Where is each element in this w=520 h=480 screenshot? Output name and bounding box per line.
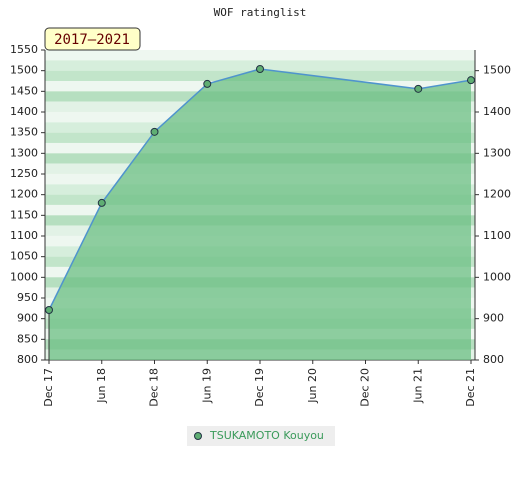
point [150, 127, 159, 136]
y-tick-label: 1100 [10, 229, 38, 242]
y-tick-label: 1000 [10, 270, 38, 283]
point [414, 84, 423, 93]
x-tick-label: Jun 18 [95, 368, 108, 404]
y2-tick-label: 1200 [483, 188, 511, 201]
y2-tick-label: 1100 [483, 229, 511, 242]
x-tick-label: Jun 19 [200, 368, 213, 404]
x-tick-label: Dec 21 [464, 368, 477, 407]
y-tick-label: 1050 [10, 250, 38, 263]
y2-tick-label: 800 [483, 353, 504, 366]
y2-tick-label: 1400 [483, 105, 511, 118]
y2-tick-label: 900 [483, 312, 504, 325]
y-tick-label: 1300 [10, 146, 38, 159]
background-stripe [45, 50, 475, 61]
y-tick-label: 1400 [10, 105, 38, 118]
x-tick-label: Dec 20 [359, 368, 372, 407]
y-tick-label: 1550 [10, 43, 38, 56]
y-tick-label: 1250 [10, 167, 38, 180]
y-tick-label: 1450 [10, 84, 38, 97]
y-tick-label: 900 [17, 312, 38, 325]
y2-tick-label: 1500 [483, 64, 511, 77]
point [203, 79, 212, 88]
badge-box [44, 27, 141, 51]
x-tick-label: Jun 21 [411, 368, 424, 404]
point [256, 65, 264, 74]
badge: 2017–2021 [54, 32, 130, 48]
legend-box [187, 426, 335, 446]
y-tick-label: 850 [17, 332, 38, 345]
legend-label: TSUKAMOTO Kouyou [209, 429, 324, 442]
chart-title: WOF ratinglist [214, 6, 307, 19]
y-tick-label: 1350 [10, 126, 38, 139]
x-tick-label: Jun 20 [306, 368, 319, 404]
y-tick-label: 950 [17, 291, 38, 304]
area [49, 69, 471, 360]
point [97, 198, 106, 207]
x-tick-label: Dec 18 [148, 368, 161, 407]
legend-marker [194, 432, 202, 440]
y-tick-label: 800 [17, 353, 38, 366]
y-tick-label: 1200 [10, 188, 38, 201]
point [467, 76, 475, 85]
y-tick-label: 1500 [10, 64, 38, 77]
y-tick-label: 1150 [10, 208, 38, 221]
x-tick-label: Dec 17 [42, 368, 55, 407]
y2-tick-label: 1000 [483, 270, 511, 283]
y2-tick-label: 1300 [483, 146, 511, 159]
point [45, 305, 53, 314]
x-tick-label: Dec 19 [253, 368, 266, 407]
